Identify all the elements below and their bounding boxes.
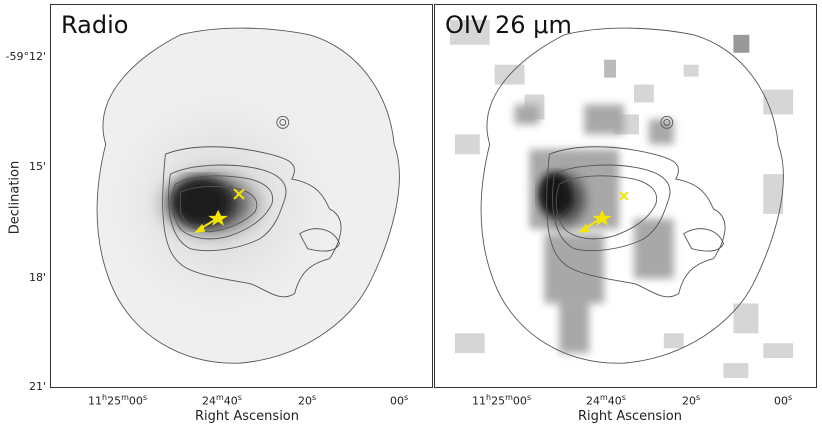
x-tick-label: 11h25m00s [472,393,532,408]
x-axis-label: Right Ascension [195,409,299,424]
x-tick-label: 11h25m00s [88,393,148,408]
x-tick-label: 20s [298,393,317,408]
radio-image-panel: Radio [50,4,433,388]
x-tick-label: 24m40s [202,393,242,408]
oiv-image [449,19,794,379]
x-tick-label: 24m40s [586,393,626,408]
y-tick-label: 15' [28,160,46,173]
oiv-image-panel: OIV 26 μm [434,4,817,388]
x-axis-label: Right Ascension [578,409,682,424]
x-tick-label: 00s [774,393,793,408]
y-tick-label: 21' [28,380,46,393]
panel-title: Radio [61,11,129,39]
radio-image [90,27,400,364]
panel-title: OIV 26 μm [445,11,572,39]
x-tick-label: 20s [682,393,701,408]
y-tick-label: -59°12' [5,50,47,63]
y-tick-label: 18' [28,271,46,284]
x-tick-label: 00s [390,393,409,408]
